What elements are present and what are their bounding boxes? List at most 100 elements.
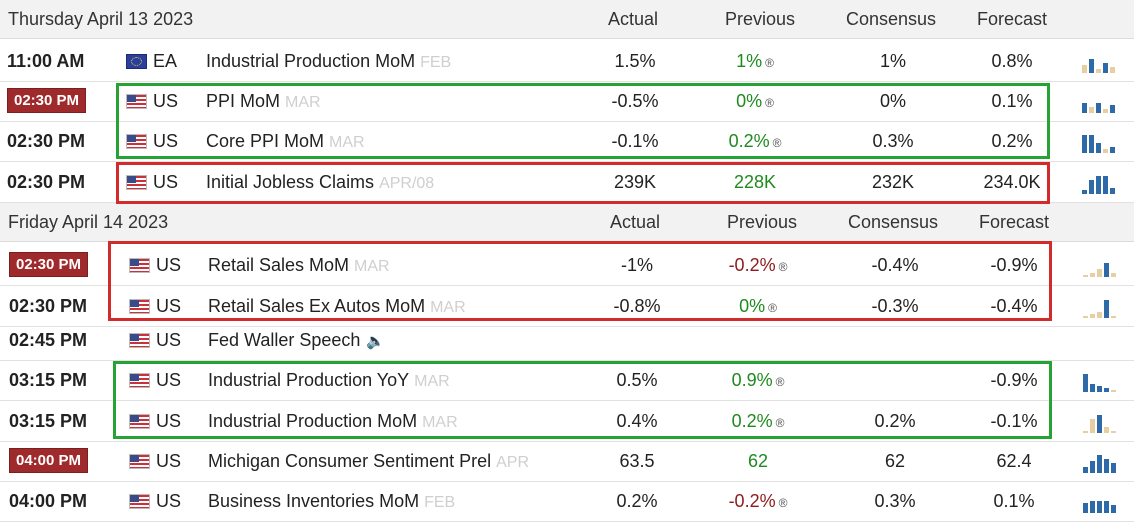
sparkline-chart-icon[interactable] (1083, 409, 1119, 433)
previous-value: 62 (703, 451, 813, 472)
previous-value: 0.2% ® (700, 131, 810, 152)
event-name-link[interactable]: Michigan Consumer Sentiment Prel APR (208, 451, 529, 472)
event-name-link[interactable]: PPI MoM MAR (206, 91, 321, 112)
event-row[interactable]: 02:30 PM US Core PPI MoM MAR -0.1% 0.2% ® 0.3% 0… (0, 121, 1134, 162)
event-name[interactable]: Business Inventories MoM (208, 491, 420, 511)
forecast-value: -0.9% (959, 370, 1069, 391)
previous-value-text: -0.2% (728, 491, 776, 511)
consensus-value: 0.3% (838, 131, 948, 152)
sparkline-chart-icon[interactable] (1082, 129, 1118, 153)
country-code: US (156, 491, 182, 511)
event-name[interactable]: Retail Sales Ex Autos MoM (208, 296, 426, 316)
col-forecast: Forecast (977, 9, 1048, 29)
consensus-value: 0.3% (840, 491, 950, 512)
sparkline-bar (1097, 415, 1102, 433)
actual-value: 63.5 (582, 451, 692, 472)
sparkline-chart-icon[interactable] (1082, 89, 1118, 113)
event-name[interactable]: Industrial Production YoY (208, 370, 410, 390)
previous-value: 0.9% ® (703, 370, 813, 391)
event-period: MAR (285, 94, 321, 111)
sparkline-bar (1090, 501, 1095, 513)
forecast-value-text: 0.1% (993, 491, 1035, 511)
event-name-link[interactable]: Industrial Production YoY MAR (208, 370, 450, 391)
revised-icon[interactable]: ® (772, 136, 782, 150)
actual-value-text: 1.5% (614, 51, 656, 71)
event-time: 02:30 PM (9, 252, 89, 277)
sparkline-bar (1082, 135, 1087, 153)
event-name[interactable]: PPI MoM (206, 91, 281, 111)
sparkline-bar (1097, 269, 1102, 277)
col-actual: Actual (610, 212, 661, 232)
event-row[interactable]: 04:00 PM US Business Inventories MoM FEB 0.2… (0, 481, 1134, 522)
forecast-value-text: 234.0K (983, 172, 1041, 192)
event-name-link[interactable]: Retail Sales Ex Autos MoM MAR (208, 296, 466, 317)
previous-value-text: 1% (736, 51, 763, 71)
revised-icon[interactable]: ® (775, 416, 785, 430)
event-name[interactable]: Initial Jobless Claims (206, 172, 375, 192)
sparkline-bar (1104, 427, 1109, 433)
forecast-value: 0.8% (957, 51, 1067, 72)
sparkline-bar (1089, 180, 1094, 194)
sparkline-bar (1104, 501, 1109, 513)
speaker-icon[interactable]: 🔈 (366, 333, 386, 350)
forecast-value: 0.1% (959, 491, 1069, 512)
sparkline-chart-icon[interactable] (1082, 170, 1118, 194)
col-forecast: Forecast (979, 212, 1050, 232)
sparkline-bar (1090, 384, 1095, 392)
event-name[interactable]: Industrial Production MoM (206, 51, 416, 71)
event-name[interactable]: Michigan Consumer Sentiment Prel (208, 451, 492, 471)
event-name-link[interactable]: Core PPI MoM MAR (206, 131, 365, 152)
forecast-value-text: 0.8% (991, 51, 1033, 71)
revised-icon[interactable]: ® (778, 260, 788, 274)
sparkline-bar (1082, 103, 1087, 113)
sparkline-chart-icon[interactable] (1083, 489, 1119, 513)
revised-icon[interactable]: ® (775, 375, 785, 389)
event-row[interactable]: 11:00 AM EA Industrial Production MoM FEB 1.… (0, 41, 1134, 82)
event-row[interactable]: 04:00 PM US Michigan Consumer Sentiment Pr… (0, 441, 1134, 482)
event-row[interactable]: 02:30 PM US PPI MoM MAR -0.5% 0% ® 0% 0.1% (0, 81, 1134, 122)
sparkline-bar (1104, 388, 1109, 392)
actual-value: -0.5% (580, 91, 690, 112)
sparkline-chart-icon[interactable] (1083, 449, 1119, 473)
consensus-value: 1% (838, 51, 948, 72)
event-name[interactable]: Retail Sales MoM (208, 255, 350, 275)
event-row[interactable]: 02:30 PM US Retail Sales MoM MAR -1% -0.2% ® -0… (0, 245, 1134, 286)
event-name-link[interactable]: Industrial Production MoM FEB (206, 51, 451, 72)
previous-value-text: 0% (739, 296, 766, 316)
previous-value: 0% ® (703, 296, 813, 317)
sparkline-chart-icon[interactable] (1083, 368, 1119, 392)
sparkline-bar (1096, 69, 1101, 73)
event-name-link[interactable]: Business Inventories MoM FEB (208, 491, 455, 512)
sparkline-chart-icon[interactable] (1083, 294, 1119, 318)
previous-value: 0.2% ® (703, 411, 813, 432)
event-row[interactable]: 02:30 PM US Retail Sales Ex Autos MoM MAR -0… (0, 286, 1134, 327)
sparkline-chart-icon[interactable] (1083, 253, 1119, 277)
event-name-link[interactable]: Industrial Production MoM MAR (208, 411, 458, 432)
revised-icon[interactable]: ® (765, 96, 774, 110)
event-name-link[interactable]: Fed Waller Speech 🔈 (208, 330, 385, 351)
event-name[interactable]: Core PPI MoM (206, 131, 325, 151)
event-row[interactable]: 02:45 PM US Fed Waller Speech 🔈 (0, 320, 1134, 361)
event-name[interactable]: Fed Waller Speech (208, 330, 361, 350)
col-previous: Previous (727, 212, 798, 232)
consensus-value: -0.3% (840, 296, 950, 317)
us-flag-icon (129, 299, 150, 314)
event-name-link[interactable]: Retail Sales MoM MAR (208, 255, 390, 276)
event-time: 04:00 PM (9, 491, 88, 511)
event-row[interactable]: 03:15 PM US Industrial Production MoM MAR 0.… (0, 401, 1134, 442)
event-name-link[interactable]: Initial Jobless Claims APR/08 (206, 172, 434, 193)
previous-value: 1% ® (700, 51, 810, 72)
event-row[interactable]: 03:15 PM US Industrial Production YoY MAR 0.… (0, 360, 1134, 401)
event-name[interactable]: Industrial Production MoM (208, 411, 418, 431)
consensus-value-text: 0.3% (872, 131, 914, 151)
revised-icon[interactable]: ® (768, 301, 777, 315)
sparkline-chart-icon[interactable] (1082, 49, 1118, 73)
revised-icon[interactable]: ® (778, 496, 788, 510)
sparkline-bar (1104, 300, 1109, 318)
sparkline-bar (1103, 149, 1108, 153)
sparkline-bar (1111, 505, 1116, 513)
revised-icon[interactable]: ® (765, 56, 774, 70)
consensus-value-text: 1% (879, 51, 906, 71)
us-flag-icon (129, 414, 150, 429)
event-row[interactable]: 02:30 PM US Initial Jobless Claims APR/08 23… (0, 162, 1134, 203)
